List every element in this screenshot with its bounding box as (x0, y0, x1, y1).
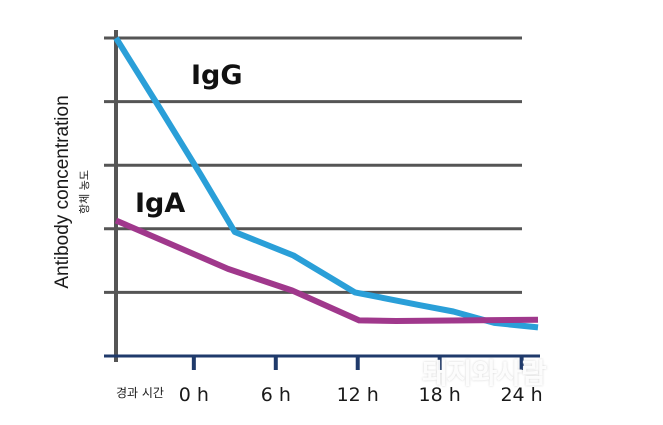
gridlines (104, 36, 522, 294)
axes (104, 30, 540, 370)
x-tick-label-0: 0 h (179, 384, 209, 406)
x-axis-label: 경과 시간 (116, 386, 164, 400)
x-tick-label-2: 12 h (337, 384, 379, 406)
x-tick-labels: 0 h 6 h 12 h 18 h 24 h (179, 384, 543, 406)
series-line-igg (113, 36, 539, 331)
watermark-logo: 돼지와사람 (422, 357, 547, 390)
x-tick-label-1: 6 h (261, 384, 291, 406)
series-line-iga (114, 217, 539, 324)
series-label-igg: IgG (191, 60, 243, 91)
series-labels: IgG IgA (135, 60, 243, 219)
series-lines (113, 36, 539, 331)
x-tick-label-4: 24 h (500, 384, 542, 406)
series-label-iga: IgA (135, 188, 185, 219)
x-tick-label-3: 18 h (419, 384, 461, 406)
